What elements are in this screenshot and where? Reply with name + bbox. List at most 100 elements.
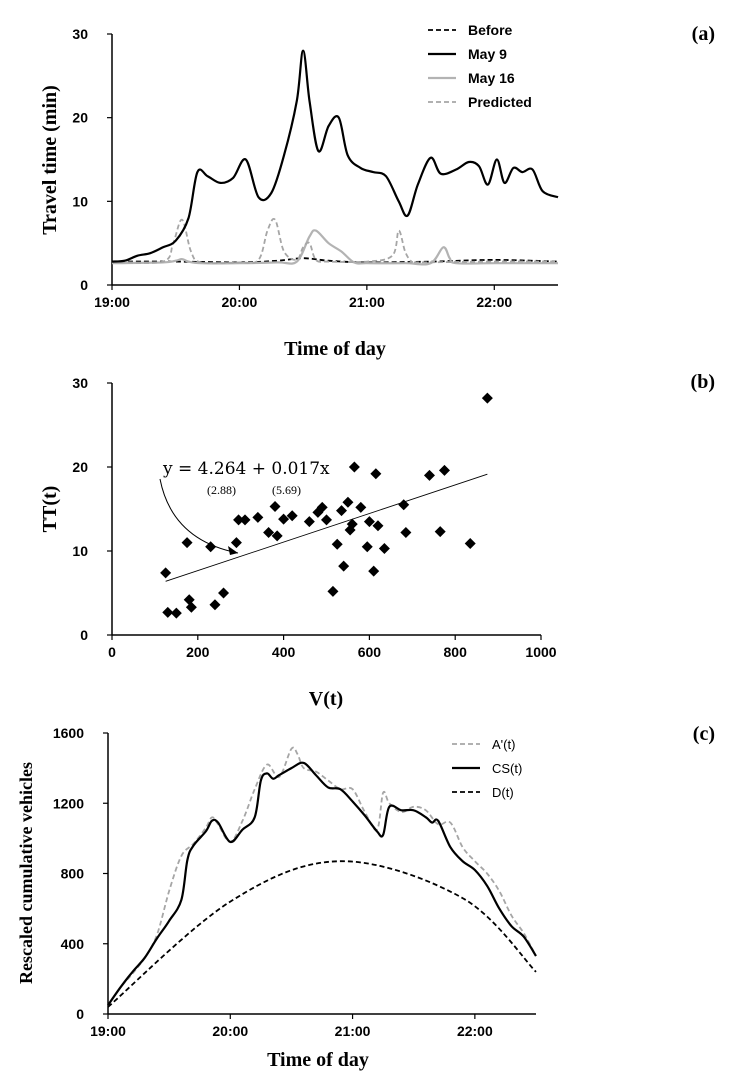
panel-c-line-chart: (c) 19:00 20:00 21:00 22:00040080012001600 … bbox=[16, 723, 715, 1071]
data-point bbox=[398, 499, 410, 511]
panel-c-x-tick-label: 21:00 bbox=[335, 1023, 371, 1039]
panel-b-x-tick-label: 600 bbox=[358, 644, 382, 660]
data-point bbox=[263, 527, 275, 539]
panel-a-x-axis-title: Time of day bbox=[284, 338, 386, 360]
data-point bbox=[361, 541, 373, 553]
panel-a-y-tick-label: 30 bbox=[72, 26, 88, 42]
panel-b-x-tick-label: 200 bbox=[186, 644, 210, 660]
panel-a-y-tick-label: 0 bbox=[80, 277, 88, 293]
panel-c-legend-label: CS(t) bbox=[492, 761, 522, 776]
panel-c-y-tick-label: 800 bbox=[61, 866, 85, 882]
data-point bbox=[346, 518, 358, 530]
data-point bbox=[331, 538, 343, 550]
data-point bbox=[336, 505, 348, 517]
regression-equation: y = 4.264 + 0.017x bbox=[162, 459, 330, 479]
data-point bbox=[348, 461, 360, 473]
data-point bbox=[438, 464, 450, 476]
panel-b-y-axis-title: TT(t) bbox=[39, 486, 61, 533]
panel-a-label: (a) bbox=[692, 23, 715, 45]
panel-b-y-tick-label: 0 bbox=[80, 627, 88, 643]
data-point bbox=[372, 520, 384, 532]
panel-a-legend-label: May 9 bbox=[468, 46, 507, 62]
data-point bbox=[400, 527, 412, 539]
panel-a-x-tick-label: 21:00 bbox=[349, 294, 385, 310]
panel-a-y-tick-label: 10 bbox=[72, 193, 88, 209]
panel-c-series-a-t- bbox=[107, 746, 537, 1006]
panel-c-legend-label: A'(t) bbox=[492, 737, 515, 752]
panel-b-scatter-chart: (b) 0 200 400 600 800 1000 0 10 20 30 y = 4.264 +… bbox=[39, 371, 715, 710]
panel-a-y-axis-title: Travel time (min) bbox=[39, 85, 61, 235]
trendline bbox=[165, 473, 488, 582]
data-point bbox=[209, 599, 221, 611]
regression-slope-note: (5.69) bbox=[272, 483, 301, 497]
panel-c-series-cs-t- bbox=[107, 761, 537, 1006]
data-point bbox=[321, 514, 332, 526]
data-point bbox=[303, 516, 315, 528]
panel-b-x-tick-label: 0 bbox=[108, 644, 116, 660]
data-point bbox=[370, 468, 382, 480]
panel-b-x-tick-label: 400 bbox=[272, 644, 296, 660]
panel-c-y-tick-label: 1600 bbox=[53, 725, 84, 741]
panel-c-y-tick-label: 400 bbox=[61, 936, 85, 952]
panel-c-y-tick-label: 1200 bbox=[53, 795, 84, 811]
panel-a-series-may-9 bbox=[111, 49, 559, 263]
panel-b-x-tick-label: 1000 bbox=[525, 644, 556, 660]
data-point bbox=[233, 514, 245, 526]
panel-c-x-tick-label: 20:00 bbox=[212, 1023, 248, 1039]
data-point bbox=[181, 537, 193, 549]
panel-c-series-d-t- bbox=[107, 860, 537, 1008]
panel-a-series-may-16 bbox=[111, 229, 558, 266]
panel-b-y-tick-label: 10 bbox=[72, 543, 88, 559]
data-point bbox=[368, 565, 380, 577]
data-point bbox=[162, 606, 174, 618]
panel-c-y-axis-title: Rescaled cumulative vehicles bbox=[16, 762, 36, 984]
panel-a-legend-label: May 16 bbox=[468, 70, 515, 86]
panel-a-line-chart: (a) 19:00 20:00 21:00 22:00 0 10 20 30 Time of … bbox=[39, 22, 715, 360]
panel-a-series-before bbox=[111, 257, 559, 264]
panel-c-x-axis-title: Time of day bbox=[267, 1049, 369, 1071]
data-point bbox=[338, 560, 350, 572]
data-point bbox=[355, 501, 367, 513]
data-point bbox=[239, 514, 251, 526]
panel-a-x-tick-label: 22:00 bbox=[476, 294, 512, 310]
panel-a-y-tick-label: 20 bbox=[72, 110, 88, 126]
panel-b-x-tick-label: 800 bbox=[444, 644, 468, 660]
data-point bbox=[327, 585, 339, 597]
data-point bbox=[218, 587, 230, 599]
data-point bbox=[252, 511, 264, 523]
panel-b-y-tick-label: 20 bbox=[72, 459, 88, 475]
panel-a-series-predicted bbox=[111, 218, 559, 265]
data-point bbox=[316, 501, 328, 513]
data-point bbox=[481, 392, 493, 404]
data-point bbox=[378, 542, 390, 554]
panel-a-legend: Before May 9 May 16 Predicted bbox=[428, 22, 532, 110]
panel-b-y-tick-label: 30 bbox=[72, 375, 88, 391]
data-point bbox=[230, 537, 242, 549]
data-point bbox=[278, 513, 290, 525]
equation-arrow-head bbox=[228, 546, 238, 555]
panel-c-legend: A'(t) CS(t) D(t) bbox=[452, 737, 522, 800]
data-point bbox=[342, 496, 354, 508]
panel-a-legend-label: Predicted bbox=[468, 94, 532, 110]
data-point bbox=[423, 469, 435, 481]
data-point bbox=[205, 541, 217, 553]
panel-c-x-tick-label: 22:00 bbox=[457, 1023, 493, 1039]
data-point bbox=[269, 500, 281, 512]
data-point bbox=[170, 607, 182, 619]
panel-c-x-tick-label: 19:00 bbox=[90, 1023, 126, 1039]
data-point bbox=[464, 537, 476, 549]
panel-b-label: (b) bbox=[691, 371, 715, 393]
panel-a-x-tick-label: 20:00 bbox=[222, 294, 258, 310]
data-point bbox=[286, 510, 298, 522]
panel-a-legend-label: Before bbox=[468, 22, 513, 38]
data-point bbox=[434, 526, 446, 538]
regression-intercept-note: (2.88) bbox=[207, 483, 236, 497]
data-point bbox=[363, 516, 375, 528]
panel-a-x-tick-label: 19:00 bbox=[94, 294, 130, 310]
panel-c-legend-label: D(t) bbox=[492, 785, 514, 800]
data-point bbox=[160, 567, 172, 579]
data-point bbox=[271, 530, 283, 542]
panel-c-y-tick-label: 0 bbox=[76, 1006, 84, 1022]
equation-arrow bbox=[159, 478, 239, 554]
